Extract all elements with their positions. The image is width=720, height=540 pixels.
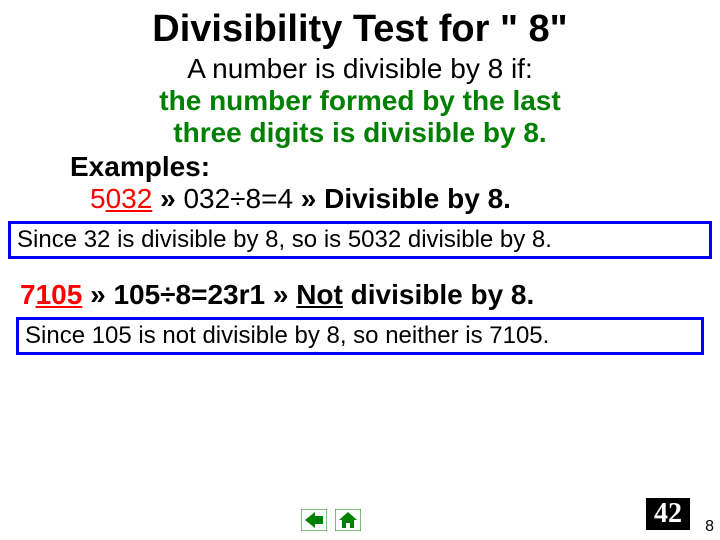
example-2: 7105 » 105÷8=23r1 » Not divisible by 8. (0, 259, 720, 311)
home-icon (335, 509, 361, 531)
rule-text: the number formed by the last three digi… (0, 85, 720, 149)
arrow-icon: » (265, 279, 296, 310)
arrow-icon: » (82, 279, 113, 310)
ex2-result-tail: divisible by 8. (343, 279, 534, 310)
intro-line: A number is divisible by 8 if: (0, 51, 720, 85)
home-button[interactable] (334, 508, 362, 532)
example-2-explain-box: Since 105 is not divisible by 8, so neit… (16, 317, 704, 355)
ex1-calc: 032÷8=4 (183, 183, 293, 214)
rule-line-1: the number formed by the last (159, 85, 560, 116)
arrow-icon: » (293, 183, 324, 214)
page-title: Divisibility Test for " 8" (0, 0, 720, 51)
ex2-prefix: 7 (20, 279, 36, 310)
example-2-explain: Since 105 is not divisible by 8, so neit… (19, 320, 701, 352)
ex2-calc: 105÷8=23r1 (113, 279, 265, 310)
back-button[interactable] (300, 508, 328, 532)
example-1: 5032 » 032÷8=4 » Divisible by 8. (0, 183, 720, 215)
ex1-prefix: 5 (90, 183, 106, 214)
example-1-explain: Since 32 is divisible by 8, so is 5032 d… (11, 224, 709, 256)
back-arrow-icon (301, 509, 327, 531)
corner-number: 8 (705, 518, 714, 536)
nav-controls (300, 508, 362, 532)
examples-label: Examples: (0, 149, 720, 183)
ex2-number: 7105 (20, 279, 82, 310)
arrow-icon: » (152, 183, 183, 214)
ex2-not: Not (296, 279, 343, 310)
example-1-explain-box: Since 32 is divisible by 8, so is 5032 d… (8, 221, 712, 259)
rule-line-2: three digits is divisible by 8. (173, 117, 546, 148)
ex2-last3: 105 (36, 279, 83, 310)
ex1-number: 5032 (90, 183, 152, 214)
ex1-last3: 032 (106, 183, 153, 214)
page-number-badge: 42 (646, 498, 690, 530)
ex1-result: Divisible by 8. (324, 183, 511, 214)
